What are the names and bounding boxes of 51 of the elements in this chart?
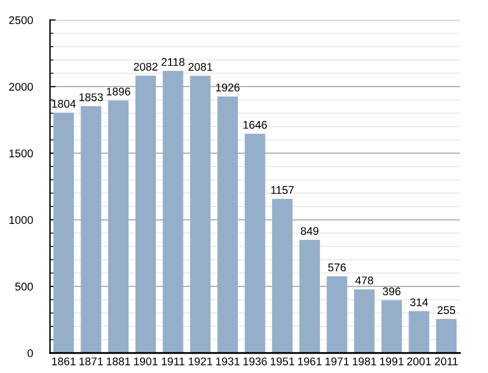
bar: [272, 198, 293, 353]
data-label: 1853: [79, 93, 103, 102]
bar: [381, 300, 402, 353]
y-tick-label: 1000: [9, 216, 33, 224]
y-tick-label: 0: [28, 349, 33, 358]
data-label: 1896: [106, 88, 130, 96]
x-tick-label: 2011: [434, 357, 458, 366]
data-label: 849: [300, 227, 318, 235]
y-tick-label: 500: [15, 282, 33, 291]
x-tick-label: 1901: [134, 357, 158, 366]
x-tick-label: 1881: [106, 357, 130, 366]
data-label: 2081: [188, 62, 212, 71]
bar: [354, 289, 375, 353]
data-label: 2118: [162, 58, 184, 66]
data-label: 478: [355, 276, 374, 284]
x-tick-label: 1911: [162, 357, 184, 366]
bar: [326, 276, 348, 353]
x-tick-label: 1921: [188, 357, 212, 366]
y-tick-label: 2500: [9, 16, 33, 24]
data-label: 576: [328, 263, 346, 272]
bar: [80, 106, 102, 353]
x-tick-label: 1991: [380, 357, 404, 366]
bar: [299, 240, 320, 353]
x-tick-label: 2001: [407, 357, 431, 366]
bar: [162, 70, 184, 353]
bar: [244, 134, 266, 353]
data-label: 1926: [216, 84, 240, 92]
x-tick-label: 1861: [52, 357, 76, 366]
bar: [217, 96, 238, 353]
bar: [108, 100, 129, 353]
y-tick-label: 2000: [9, 82, 33, 91]
bar: [436, 319, 457, 353]
data-label: 314: [410, 298, 428, 306]
bar: [135, 76, 156, 353]
bar: [408, 311, 430, 353]
y-tick-label: 1500: [9, 149, 33, 158]
x-tick-label: 1951: [270, 357, 294, 366]
data-label: 1804: [52, 100, 76, 108]
x-tick-label: 1981: [352, 357, 376, 366]
bar: [190, 76, 211, 353]
data-label: 1646: [243, 120, 267, 129]
x-tick-label: 1961: [298, 357, 322, 366]
data-label: 1157: [271, 186, 294, 194]
x-tick-label: 1971: [325, 357, 349, 366]
data-label: 2082: [134, 62, 158, 71]
data-label: 396: [382, 287, 400, 296]
x-tick-label: 1931: [216, 357, 240, 366]
data-label: 255: [438, 306, 456, 314]
x-tick-label: 1871: [79, 357, 103, 366]
bar: [53, 112, 74, 353]
x-tick-label: 1936: [243, 357, 267, 366]
